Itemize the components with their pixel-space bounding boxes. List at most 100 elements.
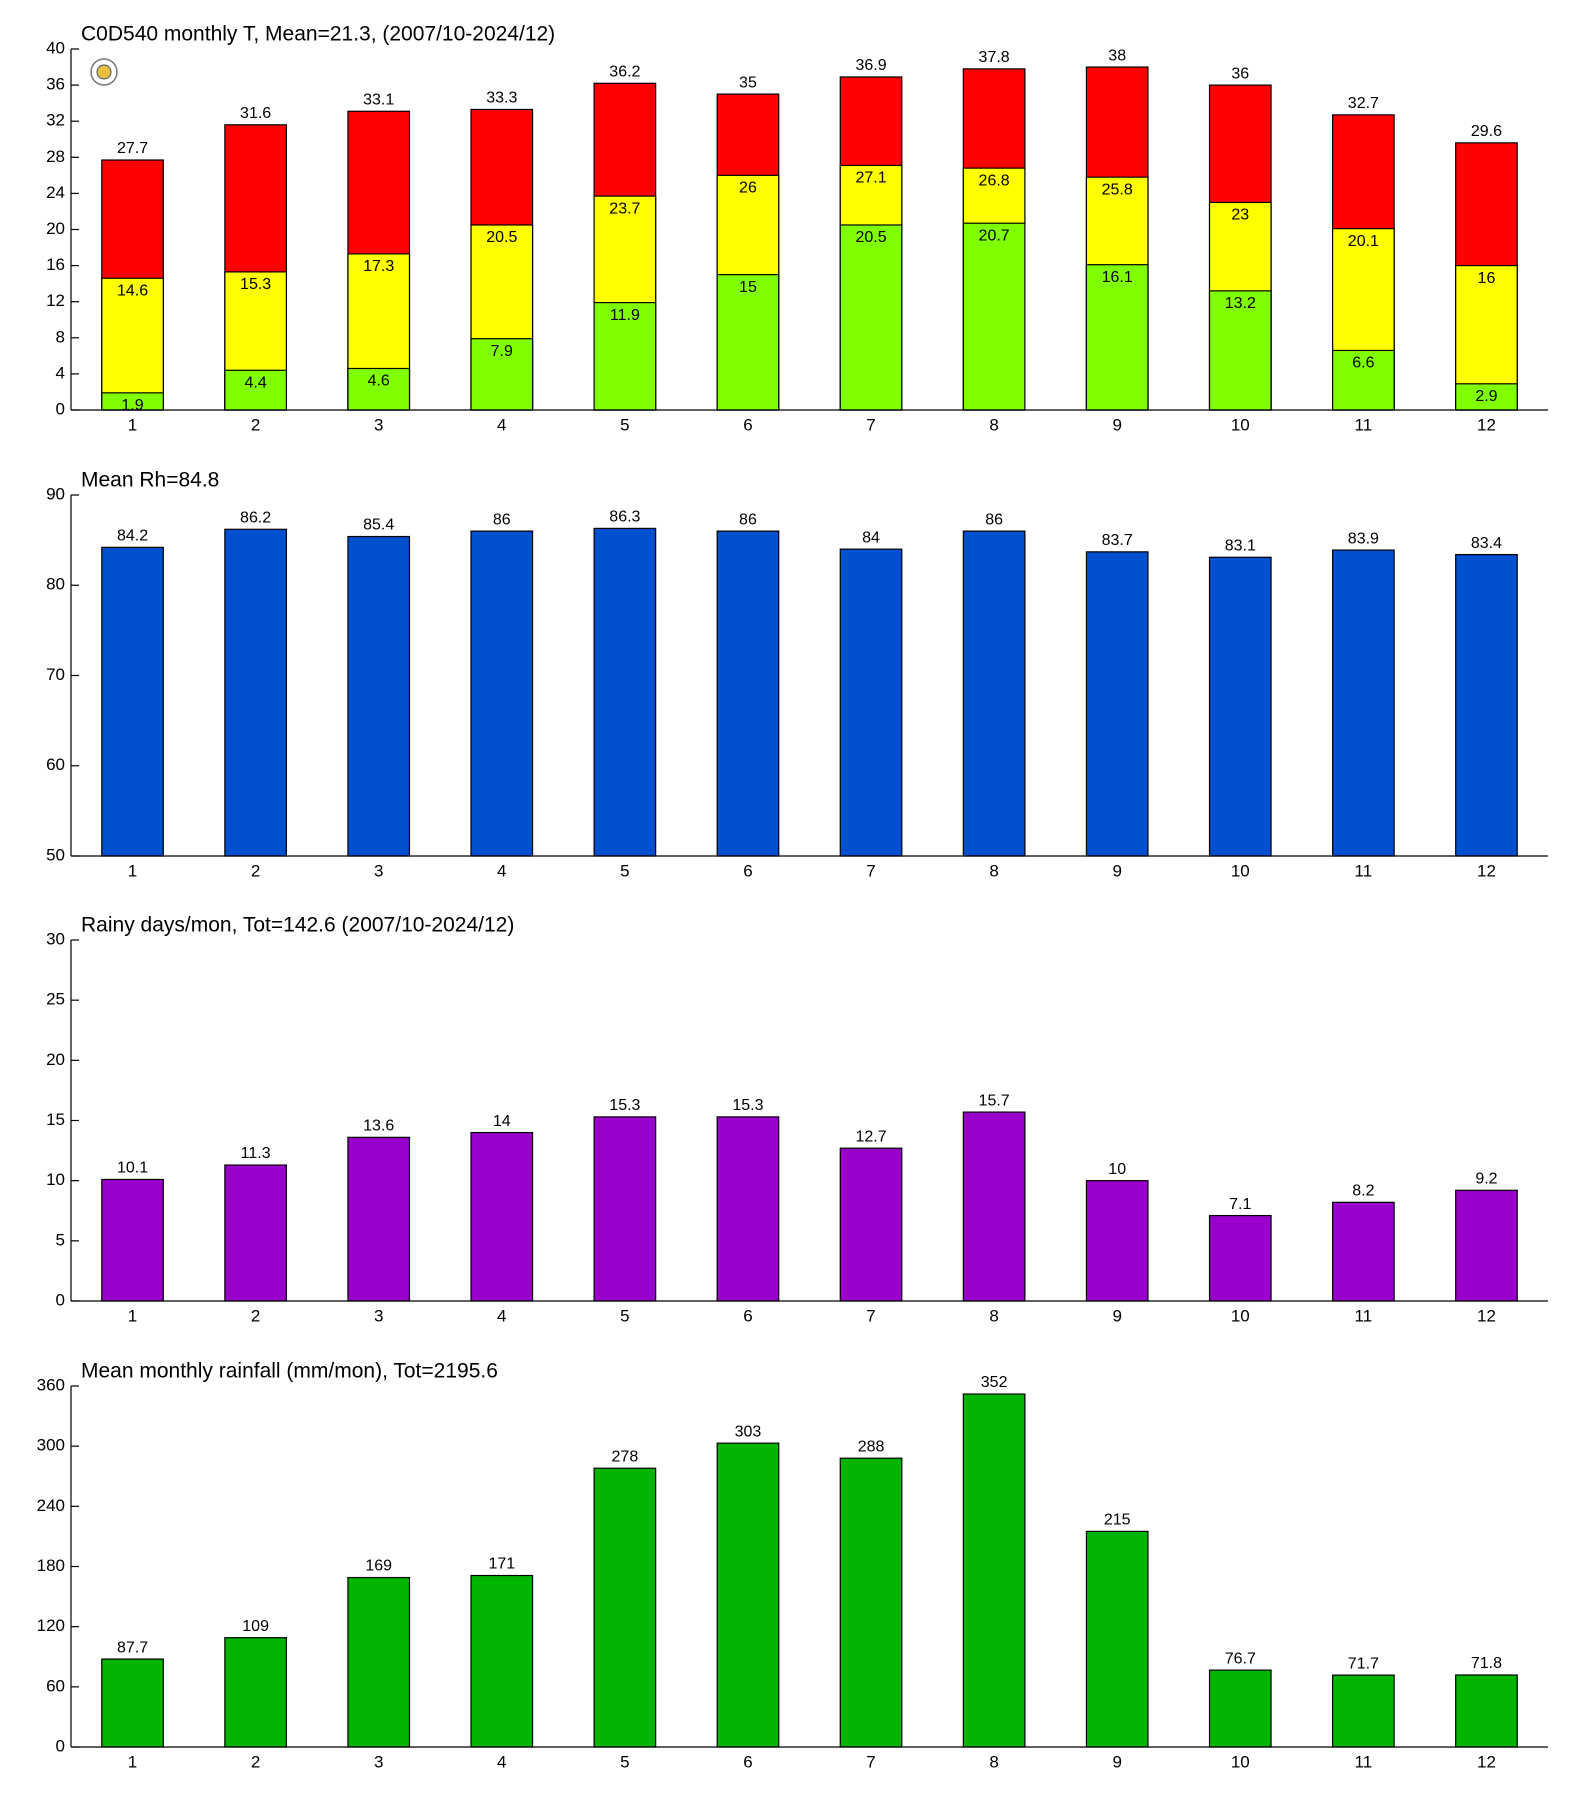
y-tick-label: 5 [56, 1230, 65, 1249]
x-tick-label: 8 [989, 415, 998, 434]
bar [1085, 1530, 1149, 1748]
bar [470, 338, 534, 411]
bar [1085, 1180, 1149, 1302]
bar [1332, 1201, 1395, 1302]
bar [839, 548, 903, 857]
x-tick-label: 7 [866, 415, 875, 434]
value-label: 25.8 [1102, 181, 1133, 198]
y-tick-label: 20 [46, 219, 65, 238]
bar [224, 369, 287, 411]
x-tick-label: 12 [1477, 1306, 1496, 1325]
bar [716, 530, 780, 857]
bar [347, 535, 411, 857]
value-label: 33.1 [363, 91, 394, 108]
value-label: 11.9 [610, 307, 640, 324]
value-label: 109 [242, 1618, 269, 1635]
bar [1085, 551, 1149, 857]
y-tick-label: 24 [46, 183, 65, 202]
y-tick-label: 16 [46, 255, 65, 274]
value-label: 26 [739, 180, 757, 197]
bar [1332, 549, 1395, 857]
value-label: 87.7 [117, 1639, 148, 1656]
value-label: 16.1 [1102, 269, 1133, 286]
x-tick-label: 10 [1231, 861, 1250, 880]
y-tick-label: 300 [37, 1436, 65, 1455]
x-tick-label: 12 [1477, 415, 1496, 434]
chart-title: Rainy days/mon, Tot=142.6 (2007/10-2024/… [81, 914, 514, 937]
y-tick-label: 0 [56, 1736, 65, 1755]
bar [470, 1131, 534, 1302]
bar [101, 1658, 164, 1748]
value-label: 27.1 [855, 170, 886, 187]
x-tick-label: 10 [1231, 415, 1250, 434]
value-label: 38 [1108, 47, 1126, 64]
x-tick-label: 3 [374, 1306, 383, 1325]
x-tick-label: 5 [620, 1752, 629, 1771]
y-tick-label: 360 [37, 1375, 65, 1394]
value-label: 278 [612, 1448, 639, 1465]
value-label: 84 [862, 529, 880, 546]
x-tick-label: 9 [1112, 1306, 1121, 1325]
x-tick-label: 11 [1355, 1306, 1373, 1325]
value-label: 83.1 [1225, 537, 1256, 554]
y-tick-label: 80 [46, 575, 65, 594]
value-label: 86 [493, 511, 511, 528]
value-label: 4.6 [368, 373, 390, 390]
x-tick-label: 1 [128, 1306, 137, 1325]
bar [1455, 553, 1518, 857]
y-tick-label: 25 [46, 990, 65, 1009]
y-tick-label: 36 [46, 75, 65, 94]
bar [1332, 1674, 1395, 1748]
value-label: 86.2 [240, 510, 271, 527]
bar [347, 1136, 411, 1302]
value-label: 12.7 [855, 1128, 886, 1145]
value-label: 7.9 [491, 343, 513, 360]
value-label: 31.6 [240, 105, 271, 122]
x-tick-label: 2 [251, 861, 260, 880]
value-label: 1.9 [121, 397, 143, 414]
value-label: 76.7 [1225, 1650, 1256, 1667]
x-tick-label: 12 [1477, 861, 1496, 880]
value-label: 83.4 [1471, 535, 1502, 552]
bar [1208, 290, 1272, 411]
bar [101, 1178, 164, 1302]
value-label: 29.6 [1471, 123, 1502, 140]
value-label: 4.4 [245, 375, 267, 392]
value-label: 7.1 [1229, 1196, 1251, 1213]
bar [1332, 349, 1395, 411]
bar [593, 1467, 657, 1748]
x-tick-label: 9 [1112, 1752, 1121, 1771]
x-tick-label: 8 [989, 1306, 998, 1325]
value-label: 17.3 [363, 258, 394, 275]
value-label: 20.1 [1348, 233, 1379, 250]
y-tick-label: 15 [46, 1110, 65, 1129]
bar [1208, 1669, 1272, 1748]
value-label: 2.9 [1475, 388, 1497, 405]
value-label: 36.2 [609, 64, 640, 81]
bar [224, 528, 287, 857]
bar [347, 1576, 411, 1748]
bar [224, 1637, 287, 1748]
x-tick-label: 11 [1355, 415, 1373, 434]
value-label: 86.3 [609, 509, 640, 526]
bar [593, 302, 657, 411]
bar [716, 1116, 780, 1302]
value-label: 215 [1104, 1512, 1131, 1529]
x-tick-label: 10 [1231, 1306, 1250, 1325]
x-tick-label: 7 [866, 1752, 875, 1771]
x-tick-label: 11 [1355, 1752, 1373, 1771]
x-tick-label: 6 [743, 415, 752, 434]
x-tick-label: 10 [1231, 1752, 1250, 1771]
bar [224, 1164, 287, 1302]
value-label: 9.2 [1475, 1171, 1497, 1188]
y-tick-label: 180 [37, 1556, 65, 1575]
value-label: 15.3 [240, 276, 271, 293]
y-tick-label: 12 [46, 291, 65, 310]
x-tick-label: 4 [497, 1306, 506, 1325]
x-tick-label: 7 [866, 861, 875, 880]
value-label: 15.3 [732, 1097, 763, 1114]
value-label: 84.2 [117, 528, 148, 545]
value-label: 10 [1108, 1161, 1126, 1178]
y-tick-label: 10 [46, 1170, 65, 1189]
